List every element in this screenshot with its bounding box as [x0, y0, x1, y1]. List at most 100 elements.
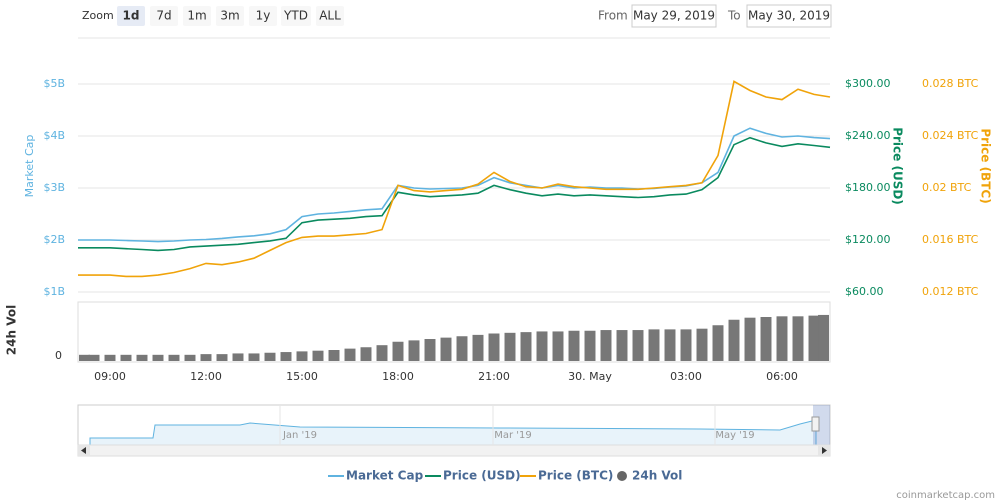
volume-bar [648, 329, 660, 361]
navigator-series [89, 419, 817, 446]
zoom-button[interactable]: 1y [249, 6, 277, 26]
y-tick-label: $120.00 [845, 233, 891, 246]
volume-bar [120, 354, 132, 361]
navigator-label: May '19 [715, 430, 754, 441]
volume-bar [696, 328, 708, 361]
volume-bar [232, 353, 244, 361]
volume-bar [392, 341, 404, 361]
y-tick-label: $2B [43, 233, 65, 246]
volume-bar [552, 331, 564, 361]
legend-label[interactable]: Price (USD) [443, 469, 521, 483]
volume-bar [504, 332, 516, 361]
from-date[interactable]: May 29, 2019 [633, 9, 715, 23]
volume-bar [744, 317, 756, 361]
zoom-button[interactable]: 3m [216, 6, 244, 26]
y-tick-label: 0.012 BTC [922, 285, 979, 298]
zoom-button-bg[interactable] [183, 6, 211, 26]
y-tick-label: $3B [43, 181, 65, 194]
volume-bar [312, 350, 324, 361]
volume-bar [264, 352, 276, 361]
volume-bar [680, 329, 692, 361]
volume-bar [168, 354, 180, 361]
volume-bar [488, 333, 500, 361]
x-tick-label: 15:00 [286, 370, 318, 383]
x-tick-label: 30. May [568, 370, 612, 383]
volume-bar [712, 325, 724, 361]
volume-bar [184, 354, 196, 361]
volume-bar [216, 354, 228, 361]
zoom-button-label[interactable]: ALL [319, 9, 341, 23]
y-tick-label: $180.00 [845, 181, 891, 194]
zoom-button[interactable]: 7d [150, 6, 178, 26]
zoom-button-bg[interactable] [117, 6, 145, 26]
volume-bar [664, 329, 676, 361]
zoom-button[interactable]: 1m [183, 6, 211, 26]
volume-bar [408, 340, 420, 361]
zoom-button-label[interactable]: 1m [187, 9, 206, 23]
volume-bar [456, 336, 468, 361]
volume-bar [360, 347, 372, 361]
x-tick-label: 03:00 [670, 370, 702, 383]
zoom-button[interactable]: 1d [117, 6, 145, 26]
zoom-button-bg[interactable] [316, 6, 344, 26]
zoom-button-bg[interactable] [281, 6, 311, 26]
x-tick-label: 12:00 [190, 370, 222, 383]
y-tick-label: 0.02 BTC [922, 181, 972, 194]
zoom-button-label[interactable]: YTD [283, 9, 308, 23]
zoom-button-label[interactable]: 1y [256, 9, 271, 23]
volume-bar [328, 350, 340, 361]
volume-bar [200, 354, 212, 361]
volume-bar [79, 354, 90, 361]
zoom-button[interactable]: ALL [316, 6, 344, 26]
zoom-button-label[interactable]: 3m [220, 9, 239, 23]
from-input[interactable] [631, 4, 717, 28]
x-tick-label: 18:00 [382, 370, 414, 383]
volume-bar [818, 314, 829, 361]
volume-bar [440, 337, 452, 361]
legend-swatch[interactable] [617, 471, 627, 481]
to-date[interactable]: May 30, 2019 [748, 9, 830, 23]
credit[interactable]: coinmarketcap.com [896, 490, 995, 501]
volume-bar [136, 354, 148, 361]
navigator-window[interactable] [813, 405, 830, 445]
volume-bar [808, 315, 820, 361]
to-input[interactable] [746, 4, 832, 28]
axis-title: Price (BTC) [979, 128, 993, 203]
volume-bar [152, 354, 164, 361]
y-tick-label: $240.00 [845, 129, 891, 142]
series-line [78, 136, 831, 252]
series-line [78, 127, 831, 243]
legend-label[interactable]: Market Cap [346, 469, 424, 483]
axis-title: Price (USD) [891, 127, 905, 205]
scrollbar[interactable] [77, 444, 831, 457]
y-tick-label: $4B [43, 129, 65, 142]
y-tick-label: 0.024 BTC [922, 129, 979, 142]
volume-bar [728, 319, 740, 361]
legend-label[interactable]: Price (BTC) [538, 469, 613, 483]
volume-bar [536, 331, 548, 361]
y-tick-label: $300.00 [845, 77, 891, 90]
volume-bar [424, 339, 436, 361]
axis-title: Market Cap [23, 135, 36, 198]
arrow-right [822, 447, 827, 454]
volume-bar [280, 352, 292, 361]
zoom-button-bg[interactable] [249, 6, 277, 26]
zoom-button-bg[interactable] [150, 6, 178, 26]
volume-bar [104, 354, 116, 361]
legend-label[interactable]: 24h Vol [632, 469, 682, 483]
volume-bar [520, 332, 532, 361]
volume-bar [584, 330, 596, 361]
volume-bar [568, 330, 580, 361]
y-tick-label: 0.028 BTC [922, 77, 979, 90]
zoom-button-label[interactable]: 1d [123, 9, 140, 23]
to-label: To [727, 9, 741, 23]
zoom-button-label[interactable]: 7d [156, 9, 171, 23]
from-label: From [598, 9, 628, 23]
volume-axis-title: 24h Vol [5, 305, 19, 355]
navigator-handle[interactable] [811, 416, 820, 432]
x-tick-label: 09:00 [94, 370, 126, 383]
zoom-button[interactable]: YTD [281, 6, 311, 26]
y-tick-label: $60.00 [845, 285, 884, 298]
volume-bar [600, 330, 612, 361]
zoom-button-bg[interactable] [216, 6, 244, 26]
